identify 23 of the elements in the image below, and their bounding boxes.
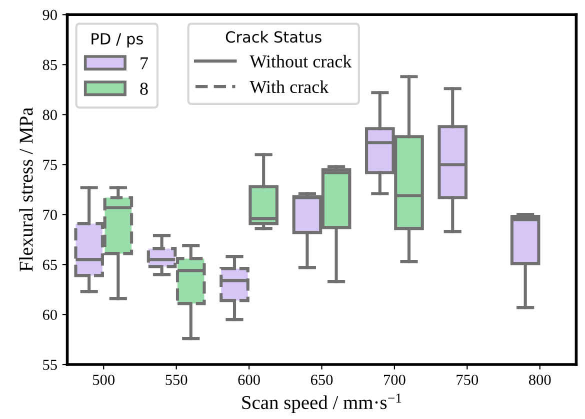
x-tick-label: 550: [166, 374, 188, 386]
annotation: With crack: [250, 80, 329, 94]
y-tick-label: 65: [42, 260, 57, 270]
legend-title: PD / ps: [92, 33, 143, 48]
y-axis-title: Flexural stress / MPa: [19, 108, 33, 272]
x-axis-title: Scan speed / mm·s$^{−1}$: [242, 394, 402, 414]
x-tick-label: 700: [384, 374, 406, 386]
x-tick-label: 650: [310, 374, 333, 386]
y-tick-label: 80: [42, 110, 57, 120]
x-tick-label: 500: [93, 374, 115, 386]
x-tick-label: 600: [238, 374, 260, 386]
y-tick-label: 60: [42, 310, 57, 320]
annotation: Crack Status: [226, 30, 322, 43]
legend-label: 7: [140, 57, 148, 70]
y-tick-label: 85: [42, 60, 57, 70]
y-tick-label: 70: [43, 210, 57, 220]
x-tick-label: 750: [456, 374, 478, 386]
y-tick-label: 90: [42, 10, 57, 20]
legend-label: 8: [140, 82, 148, 95]
annotation: Without crack: [250, 54, 352, 68]
x-tick-label: 800: [528, 374, 551, 386]
y-tick-label: 75: [43, 160, 57, 170]
y-tick-label: 55: [43, 360, 57, 370]
